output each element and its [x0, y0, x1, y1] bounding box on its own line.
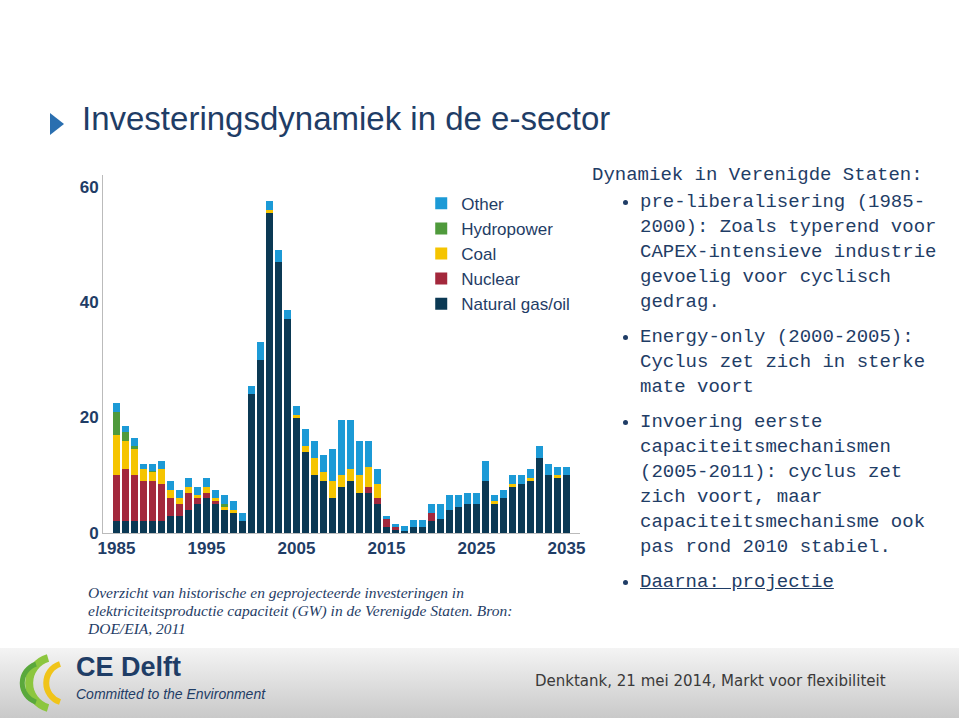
svg-text:2025: 2025	[458, 539, 496, 558]
svg-text:0: 0	[89, 524, 98, 543]
svg-text:Coal: Coal	[461, 245, 496, 264]
svg-text:2005: 2005	[278, 539, 316, 558]
svg-text:Nuclear: Nuclear	[461, 270, 520, 289]
html-text:Denktank, 21 mei 2014, Markt v: Denktank, 21 mei 2014, Markt voor flexib…	[535, 672, 886, 690]
svg-text:Natural gas/oil: Natural gas/oil	[461, 295, 570, 314]
html-text:Overzicht van historische en g: Overzicht van historische en geprojectee…	[88, 584, 513, 637]
html-text:Investeringsdynamiek in de e-s: Investeringsdynamiek in de e-sector	[82, 100, 611, 137]
svg-text:2015: 2015	[368, 539, 406, 558]
html-text:Committed to the Environment: Committed to the Environment	[76, 686, 266, 702]
html-text:Invoering eerste capaciteitsme: Invoering eerste capaciteitsmechanismen …	[640, 411, 925, 558]
svg-text:40: 40	[80, 293, 99, 312]
html-text:Dynamiek in Verenigde Staten:: Dynamiek in Verenigde Staten:	[592, 164, 923, 186]
svg-text:1985: 1985	[98, 539, 136, 558]
svg-text:60: 60	[80, 178, 99, 197]
svg-text:Other: Other	[461, 195, 504, 214]
svg-text:1995: 1995	[188, 539, 226, 558]
html-text:CE Delft: CE Delft	[76, 652, 181, 682]
html-text:Energy-only (2000-2005): Cyclu: Energy-only (2000-2005): Cyclus zet zich…	[640, 326, 925, 398]
svg-text:20: 20	[80, 408, 99, 427]
svg-text:2035: 2035	[548, 539, 586, 558]
svg-text:Hydropower: Hydropower	[461, 220, 553, 239]
html-text:Daarna: projectie: Daarna: projectie	[640, 571, 834, 593]
html-text:pre-liberalisering (1985-2000): pre-liberalisering (1985-2000): Zoals ty…	[640, 191, 937, 313]
